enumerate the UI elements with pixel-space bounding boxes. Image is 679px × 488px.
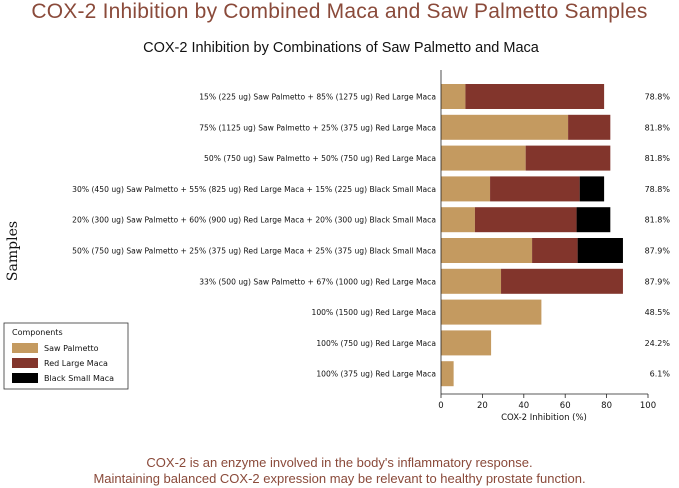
category-labels: 15% (225 ug) Saw Palmetto + 85% (1275 ug… <box>72 93 436 379</box>
bar-segment-1-2 <box>465 84 605 109</box>
legend: Components Saw Palmetto Red Large Maca Blac… <box>3 322 129 390</box>
x-tick-label: 0 <box>438 401 443 411</box>
bar-segment-9-1 <box>441 330 492 356</box>
legend-swatch <box>12 358 38 368</box>
total-label: 81.8% <box>645 216 671 225</box>
legend-label: Red Large Maca <box>44 359 108 368</box>
bar-segment-7-2 <box>501 268 623 294</box>
x-tick-label: 80 <box>601 401 612 411</box>
category-label: 33% (500 ug) Saw Palmetto + 67% (1000 ug… <box>199 277 436 286</box>
chart-title-group: COX-2 Inhibition by Combinations of Saw … <box>143 40 540 56</box>
legend-label: Black Small Maca <box>44 374 114 383</box>
y-axis-label: Samples <box>5 221 21 281</box>
bar-segment-4-3 <box>579 176 605 202</box>
category-label: 50% (750 ug) Saw Palmetto + 50% (750 ug)… <box>204 154 436 163</box>
category-label: 100% (1500 ug) Red Large Maca <box>312 308 437 317</box>
page-heading: COX-2 Inhibition by Combined Maca and Sa… <box>31 0 648 23</box>
bars-group <box>441 84 623 387</box>
bar-segment-6-1 <box>441 238 533 263</box>
bar-segment-2-1 <box>441 114 569 140</box>
bar-segment-4-2 <box>490 176 580 202</box>
bar-segment-5-2 <box>474 207 577 233</box>
category-label: 75% (1125 ug) Saw Palmetto + 25% (375 ug… <box>199 123 436 132</box>
x-tick-label: 40 <box>518 401 529 411</box>
total-label: 48.5% <box>645 308 671 317</box>
total-label: 78.8% <box>645 93 671 102</box>
legend-label: Saw Palmetto <box>44 344 99 353</box>
footer-line-2: Maintaining balanced COX-2 expression ma… <box>93 471 586 486</box>
bar-segment-6-2 <box>532 238 578 263</box>
footer-line-1: COX-2 is an enzyme involved in the body'… <box>146 455 533 470</box>
stacked-bar-chart: COX-2 Inhibition by Combinations of Saw … <box>3 40 671 423</box>
bar-segment-8-1 <box>441 299 542 325</box>
category-label: 15% (225 ug) Saw Palmetto + 85% (1275 ug… <box>199 93 436 102</box>
bar-segment-5-1 <box>441 207 475 233</box>
total-label: 87.9% <box>645 277 671 286</box>
bar-segment-2-2 <box>568 114 611 140</box>
total-label: 87.9% <box>645 247 671 256</box>
category-label: 100% (375 ug) Red Large Maca <box>316 370 436 379</box>
bar-segment-4-1 <box>441 176 491 202</box>
total-label: 81.8% <box>645 123 671 132</box>
total-label: 6.1% <box>650 370 671 379</box>
bar-segment-5-3 <box>576 207 611 233</box>
bar-segment-3-1 <box>441 145 526 171</box>
bar-segment-3-2 <box>525 145 611 171</box>
legend-swatch <box>12 343 38 353</box>
x-axis: 0 20 40 60 80 100 <box>438 70 656 411</box>
chart-title: COX-2 Inhibition by Combinations of Saw … <box>143 40 540 56</box>
category-label: 100% (750 ug) Red Large Maca <box>316 339 436 348</box>
bar-segment-1-1 <box>441 84 466 109</box>
legend-title: Components <box>12 328 63 337</box>
bar-segment-6-3 <box>577 238 623 263</box>
x-axis-label: COX-2 Inhibition (%) <box>501 413 587 423</box>
total-label: 24.2% <box>645 339 671 348</box>
category-label: 30% (450 ug) Saw Palmetto + 55% (825 ug)… <box>72 185 436 194</box>
category-label: 50% (750 ug) Saw Palmetto + 25% (375 ug)… <box>72 247 436 256</box>
bar-segment-7-1 <box>441 268 502 294</box>
category-label: 20% (300 ug) Saw Palmetto + 60% (900 ug)… <box>72 216 436 225</box>
bar-segment-10-1 <box>441 361 454 387</box>
total-label: 78.8% <box>645 185 671 194</box>
x-tick-label: 60 <box>560 401 571 411</box>
x-tick-label: 100 <box>640 401 656 411</box>
legend-box <box>3 322 129 390</box>
x-tick-label: 20 <box>477 401 488 411</box>
total-labels: 78.8% 81.8% 81.8% 78.8% 81.8% 87.9% 87.9% 48.5%… <box>645 93 671 379</box>
legend-swatch <box>12 373 38 383</box>
total-label: 81.8% <box>645 154 671 163</box>
